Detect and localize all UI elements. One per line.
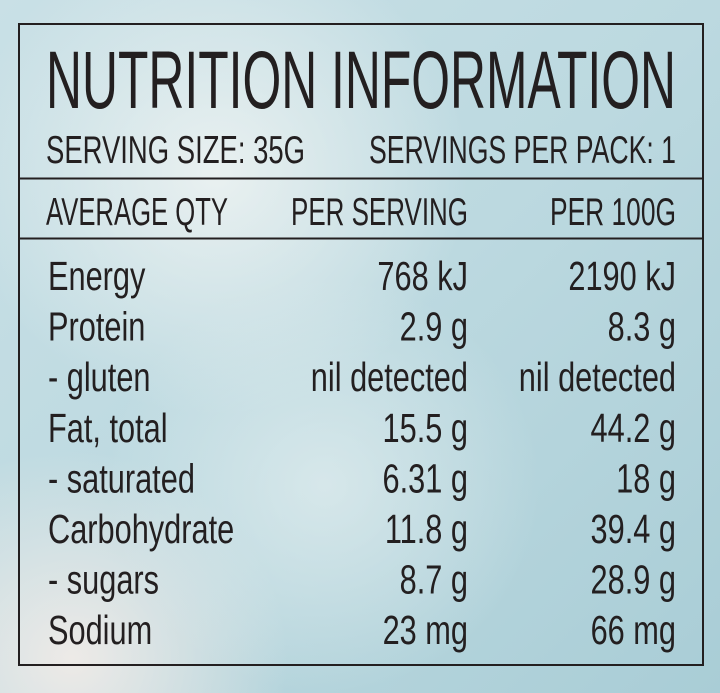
servings-per-pack: SERVINGS PER PACK: 1 — [369, 129, 676, 172]
nutrient-name: Carbohydrate — [48, 506, 234, 552]
per-100g-value: 66 mg — [591, 607, 676, 653]
per-100g-value: 8.3 g — [608, 303, 676, 349]
label-border — [18, 23, 704, 666]
nutrient-row: Protein 2.9 g 8.3 g — [48, 303, 676, 349]
nutrient-name: - sugars — [48, 556, 159, 602]
per-serving-value: 15.5 g — [383, 404, 468, 450]
per-100g-value: nil detected — [519, 354, 676, 400]
nutrient-name: - saturated — [48, 455, 195, 501]
nutrient-name: - gluten — [48, 354, 151, 400]
per-100g-value: 44.2 g — [591, 404, 676, 450]
per-serving-value: 23 mg — [383, 607, 468, 653]
per-serving-value: 11.8 g — [385, 506, 468, 552]
nutrient-rows: Energy 768 kJ 2190 kJ Protein 2.9 g 8.3 g - gl… — [48, 253, 676, 654]
nutrient-name: Energy — [48, 253, 146, 299]
per-serving-value: 2.9 g — [400, 303, 468, 349]
nutrient-name: Protein — [48, 303, 145, 349]
nutrient-row: Energy 768 kJ 2190 kJ — [48, 253, 676, 299]
per-100g-value: 28.9 g — [591, 556, 676, 602]
nutrient-name: Sodium — [48, 607, 152, 653]
per-serving-value: 6.31 g — [383, 455, 468, 501]
nutrient-name: Fat, total — [48, 404, 168, 450]
per-serving-value: 768 kJ — [377, 253, 468, 299]
per-100g-value: 2190 kJ — [568, 253, 676, 299]
label-title: NUTRITION INFORMATION — [46, 35, 676, 126]
per-serving-value: nil detected — [311, 354, 468, 400]
nutrient-row: - saturated 6.31 g 18 g — [48, 455, 676, 501]
per-100g-value: 18 g — [616, 455, 676, 501]
per-serving-value: 8.7 g — [400, 556, 468, 602]
nutrient-row: Sodium 23 mg 66 mg — [48, 607, 676, 653]
column-header-per-serving: PER SERVING — [291, 191, 468, 234]
nutrient-row: Fat, total 15.5 g 44.2 g — [48, 404, 676, 450]
nutrient-row: - sugars 8.7 g 28.9 g — [48, 556, 676, 602]
column-header-per-100g: PER 100G — [550, 191, 676, 234]
per-100g-value: 39.4 g — [591, 506, 676, 552]
serving-size: SERVING SIZE: 35G — [46, 129, 305, 172]
column-header-average-qty: AVERAGE QTY — [46, 191, 228, 234]
nutrient-row: Carbohydrate 11.8 g 39.4 g — [48, 506, 676, 552]
nutrient-row: - gluten nil detected nil detected — [48, 354, 676, 400]
